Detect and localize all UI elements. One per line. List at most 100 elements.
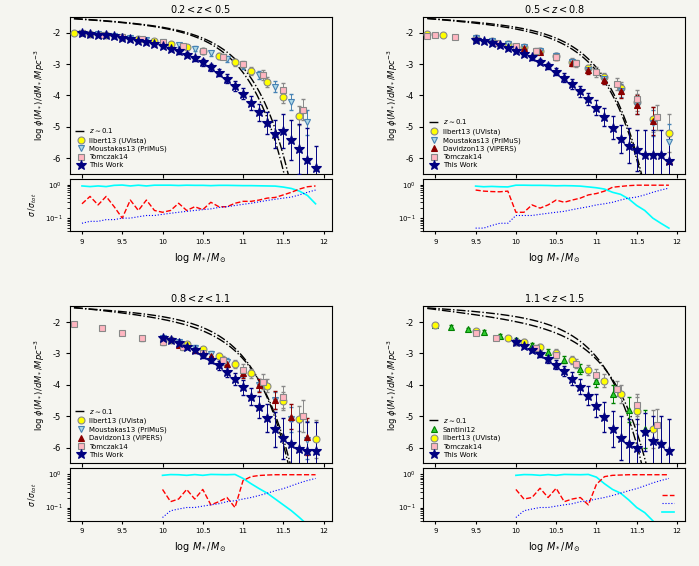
$\sigma_{cv}$ <box>78 200 86 207</box>
$\sigma_{pois}$ <box>287 482 296 489</box>
$\sigma_{pois}$ <box>94 218 102 225</box>
$\sigma_{cv}$ <box>182 207 191 214</box>
$\sigma_{\theta,M}$ <box>600 186 609 192</box>
$\sigma_{pois}$ <box>223 203 231 210</box>
$\sigma_{cv}$ <box>528 201 536 208</box>
$\sigma_{cv}$ <box>536 485 545 492</box>
$\sigma_{cv}$ <box>552 485 561 492</box>
$\sigma_{cv}$ <box>295 186 303 192</box>
$\sigma_{pois}$ <box>520 212 528 219</box>
$\sigma_{\theta,M}$ <box>617 191 625 198</box>
Line: $\sigma_{pois}$: $\sigma_{pois}$ <box>475 188 669 228</box>
$\sigma_{\theta,M}$ <box>560 182 568 189</box>
$\sigma_{pois}$ <box>231 498 239 504</box>
$\sigma_{pois}$ <box>487 222 496 229</box>
$\sigma_{pois}$ <box>215 204 223 211</box>
$\sigma_{pois}$ <box>303 477 312 484</box>
Line: $\sigma_{pois}$: $\sigma_{pois}$ <box>163 478 315 517</box>
$\sigma_{\theta,M}$ <box>231 182 239 189</box>
$\sigma_{cv}$ <box>544 201 552 208</box>
$\sigma_{\theta,M}$ <box>592 185 600 191</box>
$\sigma_{pois}$ <box>271 487 280 494</box>
$\sigma_{pois}$ <box>311 187 319 194</box>
$\sigma_{cv}$ <box>600 188 609 195</box>
$\sigma_{cv}$ <box>287 471 296 478</box>
$\sigma_{cv}$ <box>496 188 504 195</box>
$\sigma_{\theta,M}$ <box>536 472 545 479</box>
$\sigma_{pois}$ <box>223 498 231 505</box>
$\sigma_{cv}$ <box>560 498 568 505</box>
$\sigma_{\theta,M}$ <box>665 537 673 544</box>
$\sigma_{pois}$ <box>199 503 207 509</box>
$\sigma_{pois}$ <box>263 490 271 496</box>
Y-axis label: $\sigma\,/\,\sigma_{tot}$: $\sigma\,/\,\sigma_{tot}$ <box>27 482 39 507</box>
$\sigma_{pois}$ <box>207 501 215 508</box>
$\sigma_{\theta,M}$ <box>207 182 215 189</box>
Line: $\sigma_{\theta,M}$: $\sigma_{\theta,M}$ <box>82 185 315 204</box>
$\sigma_{pois}$ <box>624 195 633 201</box>
$\sigma_{pois}$ <box>584 203 593 210</box>
$\sigma_{pois}$ <box>633 485 641 492</box>
$\sigma_{pois}$ <box>279 485 287 492</box>
$\sigma_{\theta,M}$ <box>552 182 561 189</box>
$\sigma_{cv}$ <box>166 498 175 505</box>
$\sigma_{cv}$ <box>207 501 215 508</box>
$\sigma_{\theta,M}$ <box>633 202 641 209</box>
$\sigma_{cv}$ <box>608 184 617 191</box>
$\sigma_{pois}$ <box>592 201 600 208</box>
$\sigma_{\theta,M}$ <box>649 517 657 524</box>
$\sigma_{cv}$ <box>182 486 191 493</box>
$\sigma_{pois}$ <box>471 225 480 231</box>
$\sigma_{cv}$ <box>656 471 665 478</box>
$\sigma_{\theta,M}$ <box>215 471 223 478</box>
$\sigma_{cv}$ <box>520 496 528 503</box>
$\sigma_{pois}$ <box>182 504 191 511</box>
$\sigma_{cv}$ <box>175 200 183 207</box>
$\sigma_{pois}$ <box>665 475 673 482</box>
Legend: $z \sim 0.1$, Ilbert13 (UVista), Moustakas13 (PriMuS), Davidzon13 (ViPERS), Tomc: $z \sim 0.1$, Ilbert13 (UVista), Moustak… <box>73 405 169 460</box>
$\sigma_{pois}$ <box>159 514 167 521</box>
$\sigma_{cv}$ <box>480 188 488 195</box>
$\sigma_{pois}$ <box>175 209 183 216</box>
$\sigma_{\theta,M}$ <box>263 490 271 496</box>
$\sigma_{pois}$ <box>263 197 271 204</box>
$\sigma_{cv}$ <box>617 471 625 478</box>
$\sigma_{\theta,M}$ <box>223 471 231 478</box>
$\sigma_{pois}$ <box>78 220 86 226</box>
$\sigma_{\theta,M}$ <box>640 509 649 516</box>
$\sigma_{cv}$ <box>102 193 110 200</box>
$\sigma_{\theta,M}$ <box>199 182 207 188</box>
$\sigma_{cv}$ <box>166 207 175 214</box>
Line: $\sigma_{cv}$: $\sigma_{cv}$ <box>163 475 315 508</box>
$\sigma_{cv}$ <box>311 183 319 190</box>
$\sigma_{cv}$ <box>231 200 239 207</box>
$\sigma_{cv}$ <box>255 196 264 203</box>
$\sigma_{cv}$ <box>239 477 247 484</box>
$\sigma_{pois}$ <box>247 200 255 207</box>
$\sigma_{\theta,M}$ <box>311 528 319 534</box>
$\sigma_{pois}$ <box>576 498 584 505</box>
$\sigma_{pois}$ <box>239 201 247 208</box>
$\sigma_{pois}$ <box>649 479 657 486</box>
$\sigma_{\theta,M}$ <box>544 471 552 478</box>
X-axis label: $\log\, M_*/M_\odot$: $\log\, M_*/M_\odot$ <box>528 540 581 554</box>
$\sigma_{cv}$ <box>199 206 207 213</box>
$\sigma_{cv}$ <box>191 203 199 210</box>
$\sigma_{\theta,M}$ <box>487 183 496 190</box>
$\sigma_{\theta,M}$ <box>215 182 223 188</box>
$\sigma_{\theta,M}$ <box>263 183 271 190</box>
Title: $1.1 < z < 1.5$: $1.1 < z < 1.5$ <box>524 292 585 304</box>
$\sigma_{\theta,M}$ <box>287 185 296 192</box>
$\sigma_{\theta,M}$ <box>303 192 312 199</box>
$\sigma_{\theta,M}$ <box>617 490 625 496</box>
$\sigma_{pois}$ <box>592 496 600 503</box>
$\sigma_{\theta,M}$ <box>142 183 150 190</box>
$\sigma_{pois}$ <box>552 209 561 216</box>
X-axis label: $\log\, M_*/M_\odot$: $\log\, M_*/M_\odot$ <box>174 540 227 554</box>
$\sigma_{\theta,M}$ <box>584 471 593 478</box>
Line: $\sigma_{cv}$: $\sigma_{cv}$ <box>82 186 315 218</box>
$\sigma_{cv}$ <box>633 182 641 188</box>
Line: $\sigma_{cv}$: $\sigma_{cv}$ <box>516 475 669 505</box>
Title: $0.2 < z < 0.5$: $0.2 < z < 0.5$ <box>171 3 231 15</box>
Line: $\sigma_{cv}$: $\sigma_{cv}$ <box>475 185 669 212</box>
